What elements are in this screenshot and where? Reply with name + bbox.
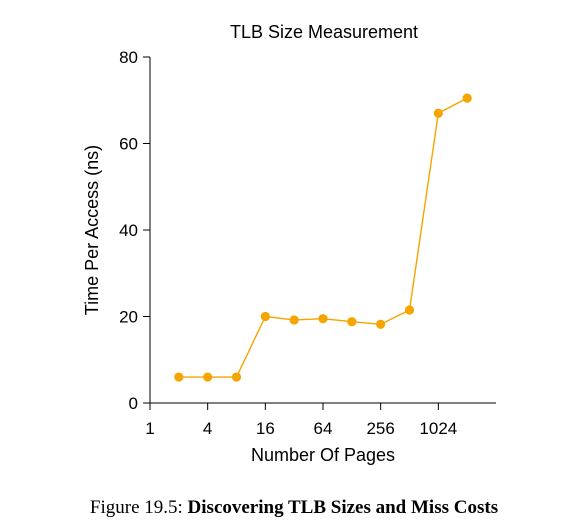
x-tick-label: 4: [203, 419, 212, 438]
chart-title: TLB Size Measurement: [230, 22, 418, 42]
data-point: [318, 314, 327, 323]
data-point: [290, 315, 299, 324]
y-tick-label: 60: [119, 135, 138, 154]
data-point: [203, 372, 212, 381]
figure-caption: Figure 19.5: Discovering TLB Sizes and M…: [0, 497, 588, 519]
y-axis-title: Time Per Access (ns): [82, 145, 102, 315]
data-point: [347, 317, 356, 326]
caption-prefix: Figure 19.5:: [90, 497, 188, 518]
chart-series: [174, 93, 472, 381]
data-point: [261, 312, 270, 321]
y-tick-label: 0: [129, 394, 138, 413]
y-tick-label: 40: [119, 221, 138, 240]
x-tick-label: 1: [145, 419, 154, 438]
x-tick-label: 1024: [419, 419, 457, 438]
tlb-chart: TLB Size Measurement 0 20 40 60 80 1 4 16 64 256 1…: [0, 0, 588, 490]
data-point: [463, 93, 472, 102]
data-point: [232, 372, 241, 381]
y-tick-label: 20: [119, 308, 138, 327]
x-tick-label: 64: [314, 419, 333, 438]
data-point: [376, 320, 385, 329]
series-line: [179, 98, 467, 377]
x-tick-label: 16: [256, 419, 275, 438]
caption-title: Discovering TLB Sizes and Miss Costs: [188, 497, 499, 518]
data-point: [434, 109, 443, 118]
x-tick-label: 256: [366, 419, 394, 438]
x-axis-title: Number Of Pages: [251, 445, 395, 465]
data-point: [174, 372, 183, 381]
data-point: [405, 305, 414, 314]
y-tick-label: 80: [119, 48, 138, 67]
